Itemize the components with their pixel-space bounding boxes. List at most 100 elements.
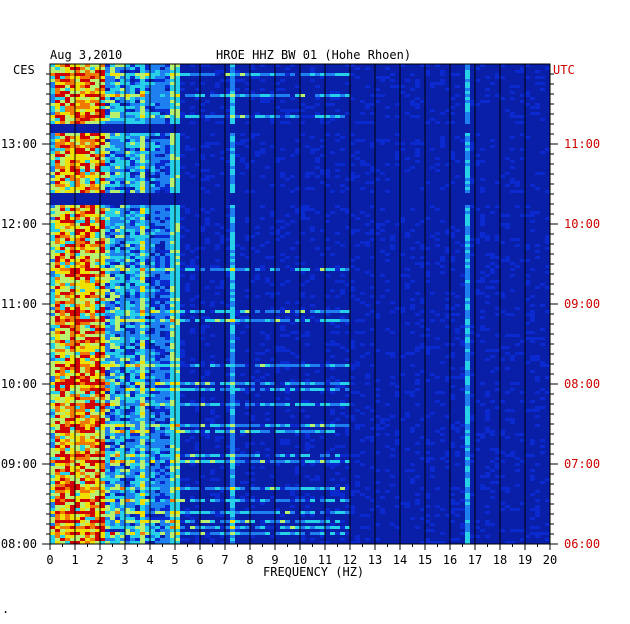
spectrogram-cell	[75, 106, 80, 109]
spectrogram-cell	[300, 283, 305, 286]
spectrogram-cell	[55, 175, 60, 178]
spectrogram-cell	[330, 364, 335, 367]
spectrogram-cell	[230, 175, 235, 178]
spectrogram-cell	[50, 208, 55, 211]
spectrogram-cell	[220, 436, 225, 439]
spectrogram-cell	[260, 376, 265, 379]
spectrogram-cell	[65, 229, 70, 232]
spectrogram-cell	[190, 403, 195, 406]
spectrogram-cell	[185, 310, 190, 313]
spectrogram-cell	[475, 292, 480, 295]
spectrogram-cell	[105, 439, 110, 442]
spectrogram-cell	[250, 115, 255, 118]
spectrogram-cell	[220, 151, 225, 154]
spectrogram-cell	[410, 352, 415, 355]
spectrogram-cell	[100, 364, 105, 367]
spectrogram-cell	[170, 274, 175, 277]
spectrogram-cell	[400, 274, 405, 277]
spectrogram-cell	[425, 349, 430, 352]
spectrogram-cell	[445, 250, 450, 253]
spectrogram-cell	[115, 388, 120, 391]
spectrogram-cell	[215, 427, 220, 430]
spectrogram-cell	[445, 229, 450, 232]
spectrogram-cell	[170, 154, 175, 157]
spectrogram-cell	[50, 169, 55, 172]
spectrogram-cell	[135, 262, 140, 265]
spectrogram-cell	[140, 136, 145, 139]
spectrogram-cell	[130, 382, 135, 385]
spectrogram-cell	[75, 265, 80, 268]
spectrogram-cell	[525, 244, 530, 247]
spectrogram-cell	[465, 307, 470, 310]
spectrogram-cell	[140, 67, 145, 70]
spectrogram-cell	[475, 133, 480, 136]
spectrogram-cell	[165, 148, 170, 151]
spectrogram-cell	[485, 430, 490, 433]
spectrogram-cell	[355, 139, 360, 142]
spectrogram-cell	[155, 310, 160, 313]
spectrogram-cell	[140, 73, 145, 76]
spectrogram-cell	[465, 250, 470, 253]
spectrogram-cell	[160, 160, 165, 163]
spectrogram-cell	[500, 430, 505, 433]
spectrogram-cell	[55, 64, 60, 67]
spectrogram-cell	[150, 94, 155, 97]
spectrogram-cell	[215, 403, 220, 406]
spectrogram-cell	[510, 166, 515, 169]
spectrogram-cell	[130, 115, 135, 118]
spectrogram-cell	[50, 298, 55, 301]
spectrogram-cell	[130, 247, 135, 250]
spectrogram-cell	[545, 217, 550, 220]
spectrogram-cell	[260, 64, 265, 67]
spectrogram-cell	[130, 355, 135, 358]
spectrogram-cell	[145, 352, 150, 355]
spectrogram-cell	[190, 388, 195, 391]
spectrogram-cell	[65, 289, 70, 292]
spectrogram-cell	[220, 172, 225, 175]
spectrogram-cell	[160, 337, 165, 340]
spectrogram-cell	[165, 160, 170, 163]
spectrogram-cell	[530, 304, 535, 307]
spectrogram-cell	[85, 190, 90, 193]
spectrogram-cell	[230, 109, 235, 112]
spectrogram-cell	[60, 226, 65, 229]
spectrogram-cell	[80, 436, 85, 439]
spectrogram-cell	[235, 388, 240, 391]
spectrogram-cell	[115, 439, 120, 442]
spectrogram-cell	[355, 391, 360, 394]
spectrogram-cell	[105, 283, 110, 286]
spectrogram-cell	[55, 154, 60, 157]
spectrogram-cell	[320, 268, 325, 271]
spectrogram-cell	[165, 409, 170, 412]
spectrogram-cell	[345, 82, 350, 85]
spectrogram-cell	[155, 373, 160, 376]
spectrogram-cell	[50, 256, 55, 259]
spectrogram-cell	[540, 304, 545, 307]
spectrogram-cell	[155, 412, 160, 415]
spectrogram-cell	[130, 181, 135, 184]
spectrogram-cell	[265, 364, 270, 367]
spectrogram-cell	[200, 331, 205, 334]
spectrogram-cell	[145, 409, 150, 412]
spectrogram-cell	[160, 73, 165, 76]
spectrogram-cell	[320, 229, 325, 232]
spectrogram-cell	[200, 208, 205, 211]
spectrogram-cell	[425, 262, 430, 265]
spectrogram-cell	[400, 217, 405, 220]
spectrogram-cell	[160, 409, 165, 412]
spectrogram-cell	[50, 367, 55, 370]
spectrogram-cell	[90, 205, 95, 208]
spectrogram-cell	[135, 373, 140, 376]
spectrogram-cell	[290, 64, 295, 67]
spectrogram-cell	[155, 403, 160, 406]
spectrogram-cell	[335, 319, 340, 322]
spectrogram-cell	[160, 397, 165, 400]
spectrogram-cell	[115, 337, 120, 340]
spectrogram-cell	[100, 382, 105, 385]
spectrogram-cell	[510, 85, 515, 88]
spectrogram-cell	[195, 265, 200, 268]
spectrogram-cell	[80, 412, 85, 415]
spectrogram-cell	[215, 319, 220, 322]
spectrogram-cell	[350, 142, 355, 145]
spectrogram-cell	[300, 271, 305, 274]
